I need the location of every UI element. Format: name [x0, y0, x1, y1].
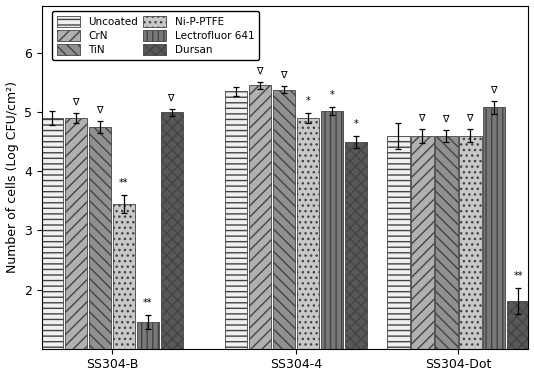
Text: $\nabla$: $\nabla$ — [168, 92, 176, 103]
Bar — [113, 204, 135, 377]
Text: **: ** — [514, 271, 523, 281]
Bar — [387, 136, 410, 377]
Bar — [89, 127, 111, 377]
Text: $\nabla$: $\nabla$ — [96, 105, 104, 115]
Text: $\nabla$: $\nabla$ — [72, 97, 80, 107]
Bar — [411, 136, 434, 377]
Bar — [65, 118, 87, 377]
Text: $\nabla$: $\nabla$ — [418, 112, 427, 123]
Bar — [225, 91, 247, 377]
Bar — [345, 142, 367, 377]
Bar — [459, 136, 482, 377]
Bar — [435, 136, 458, 377]
Y-axis label: Number of cells (Log CFU/cm²): Number of cells (Log CFU/cm²) — [5, 81, 19, 273]
Bar — [483, 107, 506, 377]
Bar — [297, 118, 319, 377]
Text: $\nabla$: $\nabla$ — [256, 66, 264, 76]
Bar — [321, 111, 343, 377]
Text: *: * — [354, 119, 358, 129]
Text: *: * — [306, 95, 311, 106]
Text: $\nabla$: $\nabla$ — [280, 70, 288, 80]
Bar — [507, 301, 529, 377]
Text: $\nabla$: $\nabla$ — [442, 113, 451, 124]
Bar — [273, 90, 295, 377]
Bar — [249, 86, 271, 377]
Bar — [41, 118, 63, 377]
Legend: Uncoated, CrN, TiN, Ni-P-PTFE, Lectrofluor 641, Dursan: Uncoated, CrN, TiN, Ni-P-PTFE, Lectroflu… — [52, 11, 260, 60]
Text: $\nabla$: $\nabla$ — [466, 113, 475, 123]
Bar — [161, 112, 183, 377]
Bar — [137, 322, 159, 377]
Text: **: ** — [143, 298, 153, 308]
Text: *: * — [330, 90, 334, 100]
Text: **: ** — [119, 178, 129, 188]
Text: $\nabla$: $\nabla$ — [490, 84, 499, 95]
